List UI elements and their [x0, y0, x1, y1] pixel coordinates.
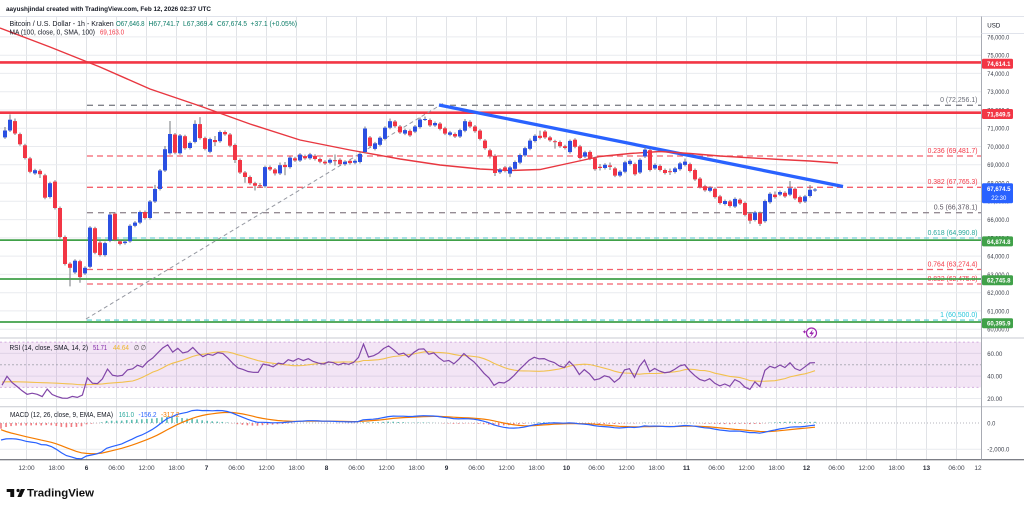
svg-text:18:00: 18:00: [648, 465, 665, 472]
svg-text:0 (72,256.1): 0 (72,256.1): [940, 97, 977, 104]
svg-text:Bitcoin / U.S. Dollar - 1h - K: Bitcoin / U.S. Dollar - 1h - Kraken: [10, 21, 114, 28]
svg-text:10: 10: [563, 465, 571, 472]
svg-text:18:00: 18:00: [408, 465, 425, 472]
svg-text:75,000.0: 75,000.0: [987, 53, 1009, 60]
svg-text:64,874.8: 64,874.8: [987, 239, 1011, 246]
svg-text:aayushjindal created with Trad: aayushjindal created with TradingView.co…: [6, 6, 211, 13]
svg-text:44.64: 44.64: [113, 345, 129, 352]
svg-text:12: 12: [803, 465, 811, 472]
svg-text:✦: ✦: [802, 329, 807, 336]
svg-text:62,745.8: 62,745.8: [987, 278, 1011, 285]
svg-text:74,000.0: 74,000.0: [987, 71, 1009, 78]
svg-text:06:00: 06:00: [708, 465, 725, 472]
svg-text:0.382 (67,765.3): 0.382 (67,765.3): [928, 179, 978, 186]
svg-text:62,000.0: 62,000.0: [987, 290, 1009, 297]
svg-text:USD: USD: [987, 23, 1000, 30]
svg-text:18:00: 18:00: [48, 465, 65, 472]
svg-text:18:00: 18:00: [288, 465, 305, 472]
svg-text:12:00: 12:00: [738, 465, 755, 472]
svg-text:12: 12: [974, 465, 982, 472]
svg-text:06:00: 06:00: [468, 465, 485, 472]
svg-text:-156.2: -156.2: [139, 412, 157, 419]
svg-text:TradingView: TradingView: [27, 488, 94, 500]
svg-text:60,000.0: 60,000.0: [987, 327, 1009, 334]
svg-text:20.00: 20.00: [987, 396, 1002, 403]
svg-text:1 (60,500.0): 1 (60,500.0): [940, 312, 977, 319]
svg-text:69,163.0: 69,163.0: [100, 30, 124, 37]
svg-text:06:00: 06:00: [348, 465, 365, 472]
svg-text:0.0: 0.0: [987, 420, 995, 427]
svg-text:67,674.5: 67,674.5: [987, 186, 1011, 193]
svg-text:0.5 (66,378.1): 0.5 (66,378.1): [934, 205, 978, 212]
svg-text:70,000.0: 70,000.0: [987, 144, 1009, 151]
svg-text:71,000.0: 71,000.0: [987, 126, 1009, 133]
svg-text:69,000.0: 69,000.0: [987, 162, 1009, 169]
svg-text:60.00: 60.00: [987, 351, 1002, 358]
svg-text:06:00: 06:00: [588, 465, 605, 472]
svg-text:12:00: 12:00: [378, 465, 395, 472]
svg-text:60,395.9: 60,395.9: [987, 321, 1011, 328]
svg-text:6: 6: [85, 465, 89, 472]
svg-text:12:00: 12:00: [498, 465, 515, 472]
svg-text:18:00: 18:00: [528, 465, 545, 472]
svg-text:11: 11: [683, 465, 691, 472]
svg-text:O67,646.8: O67,646.8: [116, 21, 145, 28]
svg-text:H67,741.7: H67,741.7: [149, 21, 180, 28]
svg-text:C67,674.5: C67,674.5: [217, 21, 247, 28]
svg-text:∅ ∅: ∅ ∅: [134, 345, 146, 352]
svg-text:61,000.0: 61,000.0: [987, 308, 1009, 315]
svg-text:RSI (14, close, SMA, 14, 2): RSI (14, close, SMA, 14, 2): [10, 345, 89, 352]
svg-text:12:00: 12:00: [138, 465, 155, 472]
svg-text:7: 7: [205, 465, 209, 472]
svg-text:MA (100, close, 0, SMA, 100): MA (100, close, 0, SMA, 100): [10, 30, 96, 37]
svg-text:22:30: 22:30: [991, 195, 1007, 202]
svg-text:06:00: 06:00: [948, 465, 965, 472]
svg-text:8: 8: [325, 465, 329, 472]
svg-text:0.236 (69,481.7): 0.236 (69,481.7): [928, 148, 978, 155]
svg-text:76,000.0: 76,000.0: [987, 34, 1009, 41]
svg-text:18:00: 18:00: [768, 465, 785, 472]
svg-text:-2,000.0: -2,000.0: [987, 447, 1009, 454]
svg-text:64,000.0: 64,000.0: [987, 254, 1009, 261]
svg-text:12:00: 12:00: [618, 465, 635, 472]
svg-text:18:00: 18:00: [888, 465, 905, 472]
svg-text:L67,369.4: L67,369.4: [183, 21, 213, 28]
svg-text:0.764 (63,274.4): 0.764 (63,274.4): [928, 261, 978, 268]
svg-text:73,000.0: 73,000.0: [987, 89, 1009, 96]
svg-text:51.71: 51.71: [93, 345, 107, 352]
svg-text:9: 9: [445, 465, 449, 472]
svg-text:-317.2: -317.2: [161, 412, 180, 419]
svg-text:06:00: 06:00: [828, 465, 845, 472]
svg-text:161.0: 161.0: [119, 412, 134, 419]
svg-text:40.00: 40.00: [987, 374, 1002, 381]
svg-text:0.618 (64,990.8): 0.618 (64,990.8): [928, 230, 978, 237]
svg-text:66,000.0: 66,000.0: [987, 217, 1009, 224]
svg-text:18:00: 18:00: [168, 465, 185, 472]
svg-text:06:00: 06:00: [228, 465, 245, 472]
svg-text:74,614.1: 74,614.1: [987, 61, 1011, 68]
svg-text:12:00: 12:00: [858, 465, 875, 472]
svg-text:MACD (12, 26, close, 9, EMA, E: MACD (12, 26, close, 9, EMA, EMA): [10, 412, 113, 419]
svg-text:06:00: 06:00: [108, 465, 125, 472]
svg-text:+37.1 (+0.05%): +37.1 (+0.05%): [251, 21, 298, 28]
svg-text:13: 13: [923, 465, 931, 472]
svg-text:71,849.5: 71,849.5: [987, 111, 1011, 118]
svg-text:12:00: 12:00: [258, 465, 275, 472]
svg-text:12:00: 12:00: [18, 465, 35, 472]
